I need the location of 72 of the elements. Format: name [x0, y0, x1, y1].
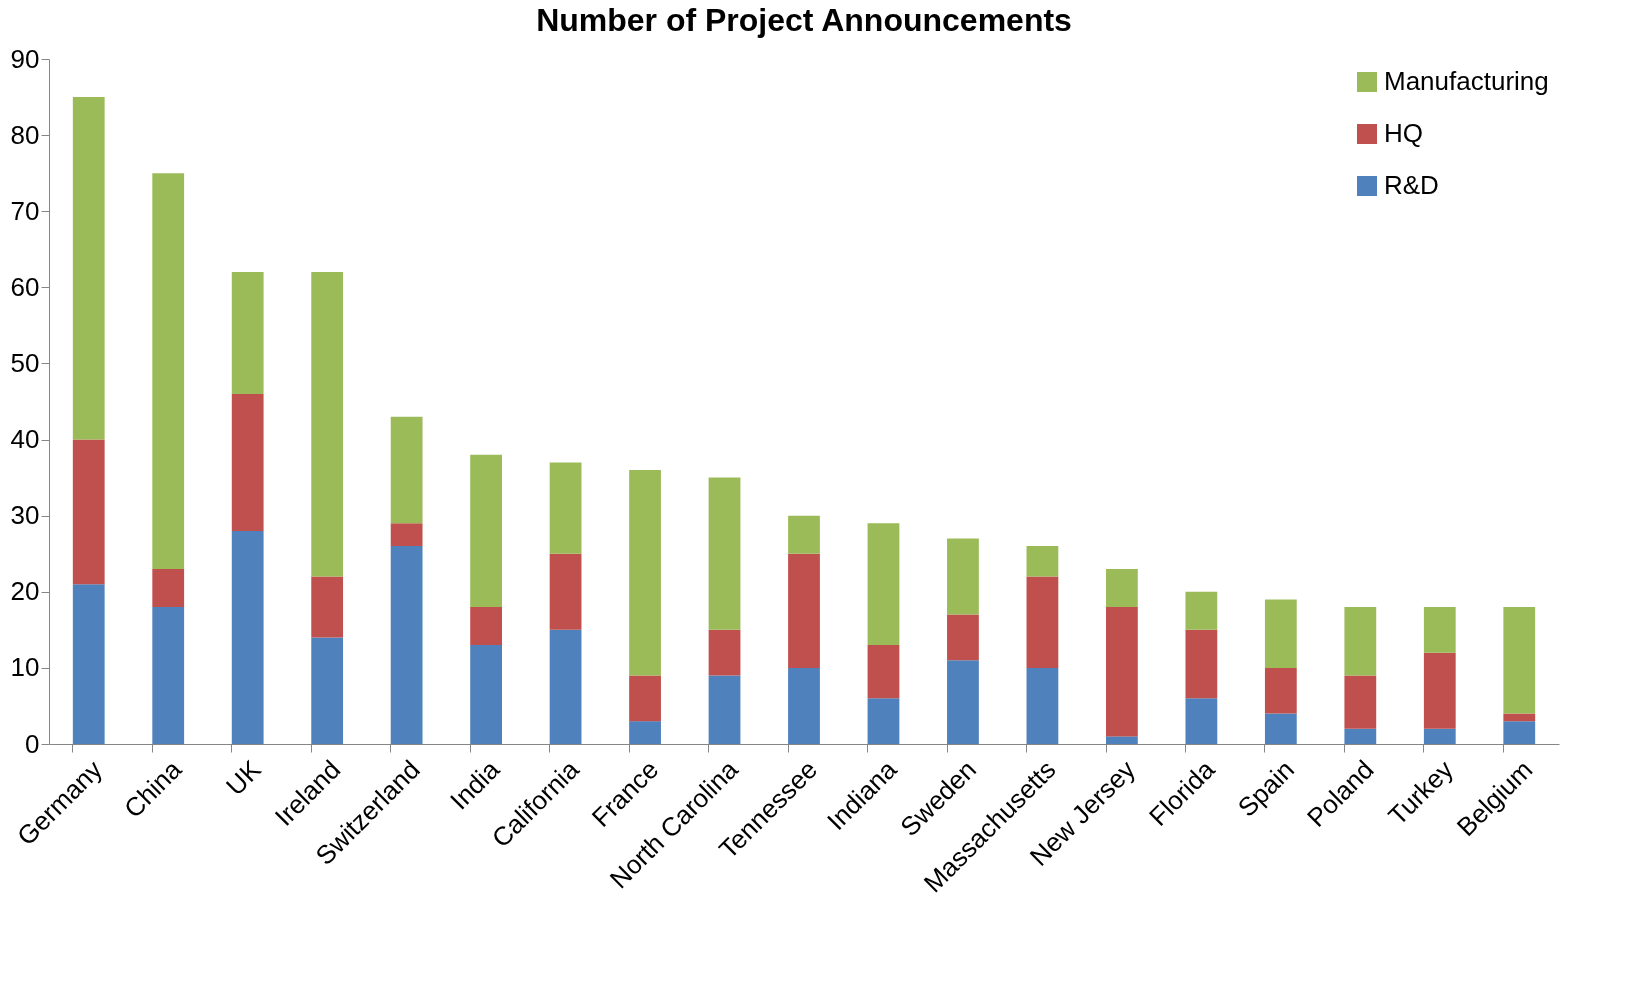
y-tick-label: 30	[10, 500, 40, 531]
bar	[72, 439, 105, 585]
bar	[1344, 675, 1377, 729]
bar	[708, 477, 741, 630]
bar	[1026, 546, 1059, 577]
bar	[152, 173, 185, 569]
bar	[947, 660, 979, 744]
y-tick-label: 70	[10, 195, 40, 226]
bar	[867, 698, 900, 744]
legend-label: Manufacturing	[1384, 66, 1549, 96]
bar	[1503, 607, 1536, 714]
bar	[1106, 736, 1138, 744]
bar	[1185, 698, 1218, 744]
bar	[1264, 667, 1297, 714]
y-tick-label: 20	[10, 576, 40, 607]
bar	[1503, 721, 1536, 744]
bar	[72, 97, 105, 440]
bar	[311, 272, 344, 577]
bar	[1344, 728, 1377, 744]
bar	[390, 523, 423, 547]
bar	[72, 584, 105, 744]
y-tick-label: 90	[10, 43, 40, 74]
legend-label: HQ	[1384, 118, 1423, 148]
bar	[867, 645, 900, 699]
bar	[152, 607, 185, 744]
bar	[1264, 599, 1297, 668]
chart-title: Number of Project Announcements	[536, 2, 1072, 38]
y-tick-label: 50	[10, 347, 40, 378]
bar	[788, 553, 820, 668]
bar	[549, 629, 582, 744]
bar	[1423, 728, 1456, 744]
x-tick-label: UK	[220, 753, 268, 802]
bar	[867, 523, 900, 646]
bar	[390, 416, 423, 524]
bar	[231, 393, 264, 531]
bar	[1503, 713, 1536, 722]
bar	[708, 675, 741, 744]
bar	[708, 629, 741, 676]
y-tick-label: 0	[25, 728, 40, 759]
bar	[1026, 576, 1059, 668]
bar	[629, 721, 661, 744]
y-tick-label: 80	[10, 119, 40, 150]
bar	[470, 454, 502, 607]
y-tick-label: 60	[10, 271, 40, 302]
bar	[947, 538, 979, 615]
bar	[311, 576, 344, 638]
bar	[231, 530, 264, 744]
bar	[1106, 607, 1138, 737]
y-tick-label: 10	[10, 652, 40, 683]
y-tick-label: 40	[10, 424, 40, 455]
bar	[549, 462, 582, 554]
bar	[629, 675, 661, 722]
bar	[1106, 568, 1138, 607]
bar	[1264, 713, 1297, 744]
bar	[152, 568, 185, 607]
bar	[788, 515, 820, 554]
bar	[470, 607, 502, 646]
bar	[1423, 652, 1456, 729]
bar	[311, 637, 344, 744]
bar	[947, 614, 979, 661]
bar	[1344, 607, 1377, 676]
bar	[1423, 607, 1456, 653]
bar	[1185, 591, 1218, 630]
bar	[390, 546, 423, 744]
bar	[549, 553, 582, 630]
bar	[470, 645, 502, 744]
bar	[1026, 667, 1059, 744]
bar	[788, 667, 820, 744]
legend-label: R&D	[1384, 170, 1439, 200]
bar	[231, 272, 264, 394]
bar	[629, 470, 661, 676]
bar	[1185, 629, 1218, 699]
